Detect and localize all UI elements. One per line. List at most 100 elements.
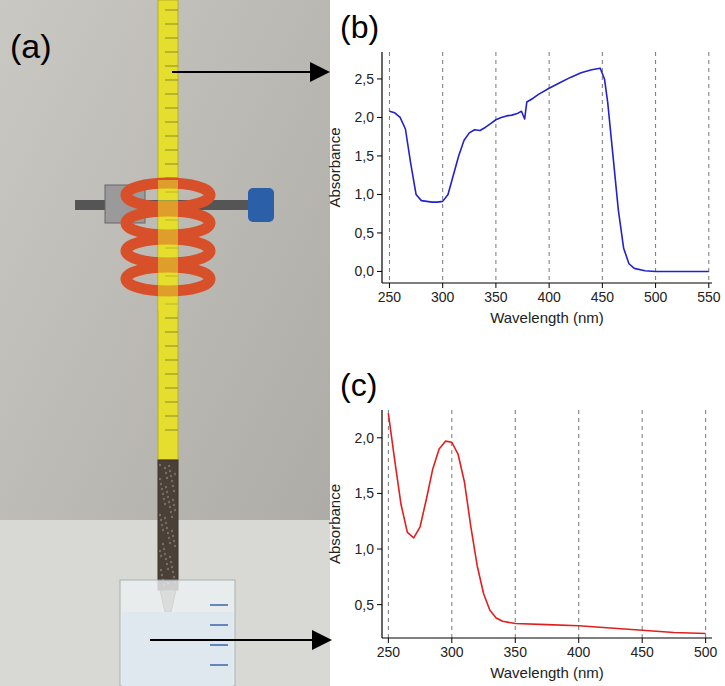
tick-label: 450 xyxy=(591,289,615,305)
grain xyxy=(172,485,174,487)
chart: 2503003504004505005500,00,51,01,52,02,5W… xyxy=(326,9,721,326)
grain xyxy=(163,548,165,550)
grain xyxy=(168,537,170,539)
tick xyxy=(602,283,603,288)
tick xyxy=(377,194,382,195)
grain xyxy=(159,514,161,516)
grain xyxy=(166,477,168,479)
tick xyxy=(655,283,656,288)
grid-line xyxy=(655,52,656,283)
burette-scale xyxy=(165,24,178,25)
grain xyxy=(167,568,169,570)
grain xyxy=(162,529,164,531)
arrow xyxy=(172,71,328,73)
tick-label: 350 xyxy=(504,644,528,660)
burette-scale xyxy=(165,94,178,95)
data-line xyxy=(389,68,708,271)
tick-label: 450 xyxy=(631,644,655,660)
tick xyxy=(388,638,389,643)
tick-label: 400 xyxy=(567,644,591,660)
packed-column xyxy=(158,460,178,590)
data-line xyxy=(388,413,705,633)
grain xyxy=(161,488,163,490)
figure: (a)2503003504004505005500,00,51,01,52,02… xyxy=(0,0,725,686)
burette-scale xyxy=(165,360,178,361)
beaker-scale xyxy=(210,624,228,626)
grid-line xyxy=(495,52,496,283)
grain xyxy=(174,473,176,475)
burette-liquid xyxy=(158,0,178,460)
grid-line xyxy=(515,410,516,638)
burette-scale xyxy=(165,38,178,39)
y-axis-title: Absorbance xyxy=(326,484,343,564)
photo: (a) xyxy=(0,0,330,686)
burette-scale xyxy=(165,52,178,53)
tick xyxy=(377,604,382,605)
grain xyxy=(174,509,176,511)
beaker-water xyxy=(122,612,233,686)
y-axis-title: Absorbance xyxy=(326,127,343,207)
tick xyxy=(377,155,382,156)
grain xyxy=(165,486,167,488)
grid-line xyxy=(578,410,579,638)
arrow xyxy=(150,639,330,641)
plot-area xyxy=(388,413,705,633)
grain xyxy=(172,535,174,537)
tick xyxy=(377,78,382,79)
grain xyxy=(159,478,161,480)
burette-scale xyxy=(165,416,178,417)
tick xyxy=(377,232,382,233)
grain xyxy=(165,472,167,474)
grain xyxy=(168,465,170,467)
tick xyxy=(377,271,382,272)
chart: 2503003504004505000,51,01,52,0Wavelength… xyxy=(326,367,718,681)
grain xyxy=(172,571,174,573)
burette-scale xyxy=(165,318,178,319)
tick xyxy=(442,283,443,288)
grid-line xyxy=(708,52,709,283)
photo-background xyxy=(0,0,330,686)
grain xyxy=(165,522,167,524)
grain xyxy=(161,574,163,576)
grain xyxy=(174,545,176,547)
burette-scale xyxy=(165,150,178,151)
tick xyxy=(377,549,382,550)
tick-label: 500 xyxy=(694,644,718,660)
tick xyxy=(389,283,390,288)
grain xyxy=(164,467,166,469)
tick xyxy=(515,638,516,643)
tick xyxy=(451,638,452,643)
tick-label: 1,0 xyxy=(355,186,375,202)
burette-scale xyxy=(165,374,178,375)
y-axis xyxy=(381,410,382,638)
grain xyxy=(170,511,172,513)
tick-label: 0,5 xyxy=(355,225,375,241)
grid-line xyxy=(705,410,706,638)
grain xyxy=(166,563,168,565)
tick-label: 1,5 xyxy=(355,485,375,501)
grain xyxy=(173,540,175,542)
burette-scale xyxy=(165,136,178,137)
burette-scale xyxy=(165,164,178,165)
tick xyxy=(377,117,382,118)
beaker-scale xyxy=(210,664,228,666)
grain xyxy=(169,556,171,558)
burette-scale xyxy=(165,122,178,123)
burette-scale xyxy=(165,108,178,109)
tick xyxy=(377,493,382,494)
burette-scale xyxy=(165,80,178,81)
grain xyxy=(159,550,161,552)
tick-label: 350 xyxy=(484,289,508,305)
grid-line xyxy=(642,410,643,638)
burette-scale xyxy=(165,332,178,333)
grain xyxy=(164,517,166,519)
grain xyxy=(173,504,175,506)
tick-label: 1,5 xyxy=(355,148,375,164)
tick xyxy=(549,283,550,288)
beaker xyxy=(120,580,235,686)
grain xyxy=(160,569,162,571)
panel-label: (b) xyxy=(340,9,379,45)
tick-label: 250 xyxy=(377,644,401,660)
x-axis xyxy=(382,282,712,283)
tick-label: 300 xyxy=(440,644,464,660)
